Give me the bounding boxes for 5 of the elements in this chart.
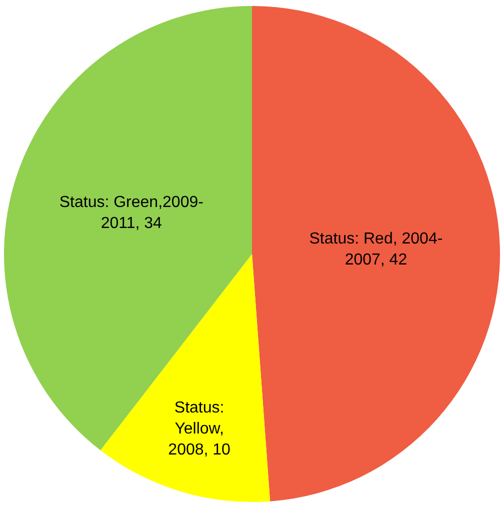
slice-label: Status: Yellow, 2008, 10 [168,400,231,458]
slice-label: Status: Red, 2004-2007, 42 [309,230,443,268]
pie-slice [252,6,500,502]
slice-label: Status: Green,2009-2011, 34 [59,194,204,232]
pie-slice [100,254,270,502]
